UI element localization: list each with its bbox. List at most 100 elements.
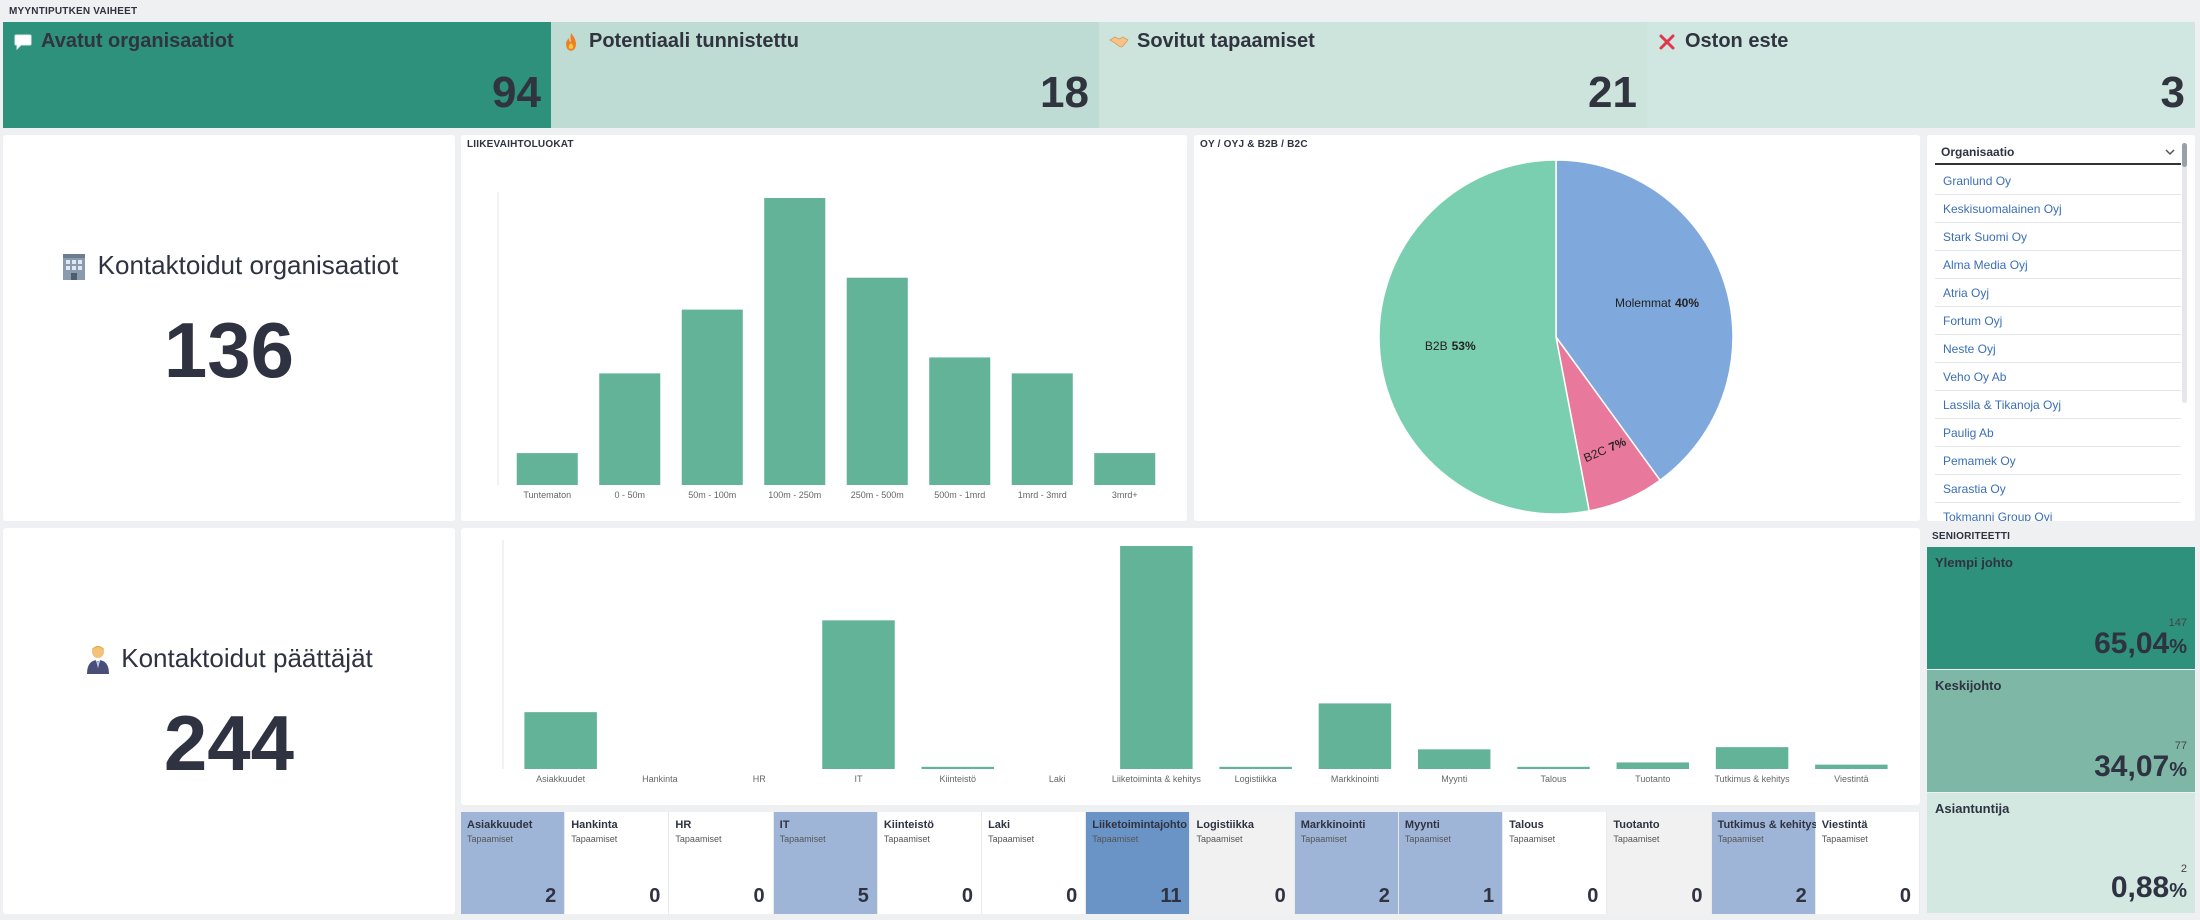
department-sub: Tapaamiset — [1092, 834, 1139, 844]
counter-organisations-value: 136 — [163, 306, 295, 394]
department-tile[interactable]: Logistiikka Tapaamiset 0 — [1190, 812, 1295, 914]
organisation-list-item[interactable]: Stark Suomi Oy — [1935, 223, 2181, 251]
counter-organisations: Kontaktoidut organisaatiot 136 — [3, 135, 455, 521]
department-value: 0 — [961, 885, 974, 907]
department-tile[interactable]: HR Tapaamiset 0 — [669, 812, 774, 914]
organisation-list-item[interactable]: Veho Oy Ab — [1935, 363, 2181, 391]
bar[interactable] — [524, 712, 597, 769]
kpi-title: Potentiaali tunnistettu — [561, 30, 1089, 53]
x-tick-label: IT — [855, 774, 864, 784]
department-name: Hankinta — [571, 819, 618, 831]
bar[interactable] — [1815, 764, 1888, 769]
pie-slice[interactable] — [1555, 159, 1734, 482]
scrollbar-thumb[interactable] — [2182, 143, 2187, 167]
pie-slice[interactable] — [1378, 159, 1591, 515]
bar[interactable] — [681, 309, 743, 485]
department-name: Viestintä — [1821, 819, 1868, 831]
pie-label-name: B2B — [1425, 339, 1448, 353]
counter-decision-makers-value: 244 — [163, 699, 295, 787]
kpi-tile-3: Sovitut tapaamiset 21 — [1099, 22, 1647, 128]
organisation-list-item[interactable]: Lassila & Tikanoja Oyj — [1935, 391, 2181, 419]
organisation-list-item[interactable]: Paulig Ab — [1935, 419, 2181, 447]
seniority-percent-unit: % — [2169, 636, 2187, 658]
bar[interactable] — [1417, 749, 1491, 769]
organisation-list-item[interactable]: Neste Oyj — [1935, 335, 2181, 363]
seniority-percent: 65,04% — [2094, 627, 2187, 661]
organisation-list-header[interactable]: Organisaatio — [1935, 141, 2181, 165]
seniority-percent-value: 65,04 — [2094, 627, 2170, 660]
bar[interactable] — [1616, 762, 1690, 769]
bar[interactable] — [1318, 703, 1392, 769]
department-tile[interactable]: Asiakkuudet Tapaamiset 2 — [461, 812, 566, 914]
department-chart: Asiakkuudet Hankinta HR IT Kiinteistö Laki Lii… — [502, 540, 1888, 784]
bar[interactable] — [929, 357, 991, 485]
organisation-list-item[interactable]: Sarastia Oy — [1935, 475, 2181, 503]
organisation-list-item[interactable]: Atria Oyj — [1935, 279, 2181, 307]
bar[interactable] — [846, 277, 908, 485]
bar[interactable] — [822, 620, 895, 769]
department-tile[interactable]: Hankinta Tapaamiset 0 — [565, 812, 670, 914]
x-tick-label: Liiketoiminta & kehitys — [1112, 774, 1202, 784]
revenue-class-chart-panel: LIIKEVAIHTOLUOKAT Tuntematon 0 - 50m 50m -… — [461, 135, 1187, 521]
kpi-label: Potentiaali tunnistettu — [589, 30, 799, 52]
department-name: Tuotanto — [1613, 819, 1660, 831]
organisation-list-item[interactable]: Fortum Oyj — [1935, 307, 2181, 335]
department-sub: Tapaamiset — [1717, 834, 1764, 844]
organisation-list: Granlund Oy Keskisuomalainen Oyj Stark Suo… — [1935, 167, 2181, 521]
x-tick-label: Asiakkuudet — [536, 774, 586, 784]
bar[interactable] — [599, 373, 661, 485]
bar[interactable] — [1120, 546, 1193, 769]
department-value: 0 — [1066, 885, 1078, 907]
seniority-count: 2 — [2180, 863, 2187, 875]
bar[interactable] — [1011, 373, 1073, 485]
department-value: 2 — [545, 885, 557, 907]
bar[interactable] — [1517, 766, 1590, 769]
company-type-pie-chart: Molemmat 40%B2C7%B2B 53% — [1378, 159, 1734, 515]
chevron-down-icon[interactable] — [2165, 148, 2175, 156]
department-tile[interactable]: Myynti Tapaamiset 1 — [1398, 812, 1504, 914]
department-tile[interactable]: Kiinteistö Tapaamiset 0 — [877, 812, 983, 914]
department-tile[interactable]: Markkinointi Tapaamiset 2 — [1294, 812, 1399, 914]
department-sub: Tapaamiset — [779, 834, 826, 844]
department-name: Markkinointi — [1300, 819, 1366, 831]
office-building-icon — [62, 253, 85, 280]
organisation-list-item[interactable]: Keskisuomalainen Oyj — [1935, 195, 2181, 223]
kpi-value: 94 — [492, 68, 541, 117]
department-tile[interactable]: Talous Tapaamiset 0 — [1503, 812, 1608, 914]
seniority-tile-2: Keskijohto 77 34,07% — [1927, 670, 2195, 792]
department-name: Logistiikka — [1196, 819, 1254, 831]
x-tick-label: Tuntematon — [523, 490, 571, 500]
organisation-list-scrollbar[interactable] — [2182, 143, 2187, 403]
bar[interactable] — [1219, 766, 1292, 769]
seniority-tile-3: Asiantuntija 2 0,88% — [1927, 793, 2195, 913]
bar[interactable] — [516, 453, 578, 485]
seniority-percent: 34,07% — [2094, 750, 2187, 784]
revenue-class-chart-title: LIIKEVAIHTOLUOKAT — [467, 139, 574, 150]
department-tile[interactable]: IT Tapaamiset 5 — [773, 812, 878, 914]
organisation-list-item[interactable]: Pemamek Oy — [1935, 447, 2181, 475]
x-tick-label: 50m - 100m — [688, 490, 736, 500]
bar[interactable] — [1094, 453, 1156, 485]
organisation-list-item[interactable]: Granlund Oy — [1935, 167, 2181, 195]
department-sub: Tapaamiset — [1404, 834, 1451, 844]
department-name: Liiketoimintajohto — [1092, 819, 1188, 831]
department-value: 0 — [753, 885, 765, 907]
bar[interactable] — [764, 198, 826, 485]
department-tile[interactable]: Viestintä Tapaamiset 0 — [1815, 812, 1920, 914]
department-sub: Tapaamiset — [467, 834, 514, 844]
fire-icon — [561, 32, 581, 52]
department-value: 0 — [1587, 885, 1599, 907]
organisation-list-item[interactable]: Alma Media Oyj — [1935, 251, 2181, 279]
department-tile[interactable]: Tuotanto Tapaamiset 0 — [1607, 812, 1712, 914]
department-tile[interactable]: Tutkimus & kehitys Tapaamiset 2 — [1711, 812, 1818, 914]
pie-label-pct: 40% — [1675, 296, 1699, 310]
department-tile[interactable]: Laki Tapaamiset 0 — [982, 812, 1087, 914]
bar[interactable] — [1715, 747, 1789, 769]
organisation-list-item[interactable]: Tokmanni Group Oyj — [1935, 503, 2181, 522]
kpi-title: Sovitut tapaamiset — [1109, 30, 1637, 53]
bar[interactable] — [921, 766, 995, 769]
x-tick-label: 1mrd - 3mrd — [1018, 490, 1067, 500]
x-tick-label: 100m - 250m — [768, 490, 821, 500]
pie-label-name: Molemmat — [1615, 296, 1672, 310]
department-tile[interactable]: Liiketoimintajohto Tapaamiset 11 — [1086, 812, 1191, 914]
